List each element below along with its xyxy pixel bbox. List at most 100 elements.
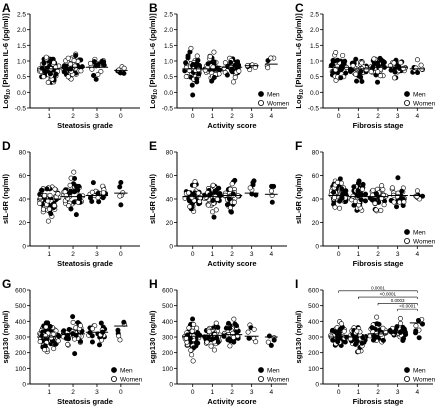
data-point xyxy=(65,74,71,80)
x-tick-label: 1 xyxy=(211,113,215,120)
legend-marker-men xyxy=(258,367,264,373)
data-point xyxy=(339,186,345,192)
x-tick-label: 2 xyxy=(376,251,380,258)
data-point xyxy=(118,202,124,208)
data-point xyxy=(73,53,79,59)
data-point xyxy=(401,199,407,205)
y-tick-label: 40 xyxy=(166,197,174,204)
data-point xyxy=(231,316,237,322)
data-point xyxy=(401,336,407,342)
data-point xyxy=(189,352,195,358)
panel-a: A -0.5 0.0 0.5 1.0 1.5 2.0 2.5 1 2 3 0 Steatosis gra… xyxy=(1,1,140,130)
x-tick-label: 1 xyxy=(47,389,51,396)
data-point xyxy=(39,65,45,71)
data-point xyxy=(233,323,239,329)
data-point xyxy=(65,341,71,347)
y-tick-label: 0.0 xyxy=(17,90,26,97)
data-point xyxy=(414,188,420,194)
data-point xyxy=(391,199,397,205)
data-point xyxy=(271,337,277,343)
x-tick-label: 3 xyxy=(250,113,254,120)
legend-marker-women xyxy=(257,100,264,107)
data-point xyxy=(47,71,53,77)
data-point xyxy=(41,60,47,66)
x-tick-label: 2 xyxy=(376,389,380,396)
y-axis-label: sgp130 (ng/ml) xyxy=(1,310,10,363)
data-point xyxy=(354,328,360,334)
data-point xyxy=(265,65,271,71)
x-tick-label: 3 xyxy=(95,389,99,396)
y-tick-label: -0.5 xyxy=(15,106,27,113)
data-point xyxy=(100,190,106,196)
data-point xyxy=(369,325,375,331)
data-point xyxy=(394,204,400,210)
y-tick-label: 300 xyxy=(162,335,173,342)
data-point xyxy=(269,199,275,205)
y-tick-label: 2.0 xyxy=(17,27,26,34)
data-point xyxy=(65,55,71,61)
data-point xyxy=(117,70,123,76)
data-point xyxy=(214,196,220,202)
data-point xyxy=(183,60,189,66)
data-point xyxy=(230,191,236,197)
x-tick-label: 0 xyxy=(119,251,123,258)
data-point xyxy=(43,320,49,326)
data-point xyxy=(71,57,77,63)
data-point xyxy=(414,57,420,63)
data-point xyxy=(48,211,54,217)
data-point xyxy=(72,188,78,194)
data-point xyxy=(45,218,51,224)
data-point xyxy=(55,191,61,197)
y-tick-label: 80 xyxy=(19,150,27,157)
y-tick-label: 600 xyxy=(15,288,26,295)
x-axis-label: Activity score xyxy=(207,397,256,406)
data-point xyxy=(44,186,50,192)
data-point xyxy=(77,338,83,344)
data-point xyxy=(269,183,275,189)
data-point xyxy=(359,78,365,84)
data-point xyxy=(353,56,359,62)
panel-d: D 0 20 40 60 80 1 2 3 0 Steatosis grade sIL-6R (ng/… xyxy=(1,139,140,268)
data-point xyxy=(37,339,43,345)
data-point xyxy=(211,49,217,55)
legend-marker-men xyxy=(404,91,410,97)
data-point xyxy=(71,169,77,175)
panel-g: G 0 100 200 300 400 500 600 1 2 3 0 Steatosis grade s… xyxy=(1,277,143,406)
data-point xyxy=(47,323,53,329)
y-tick-label: 60 xyxy=(19,173,27,180)
data-point xyxy=(213,320,219,326)
y-tick-label: 400 xyxy=(308,319,319,326)
legend-label-women: Women xyxy=(267,376,290,383)
x-axis-label: Steatosis grade xyxy=(57,121,113,130)
x-axis-label: Activity score xyxy=(207,259,256,268)
data-point xyxy=(210,209,216,215)
x-tick-label: 4 xyxy=(415,389,419,396)
data-point xyxy=(228,60,234,66)
data-point xyxy=(205,335,211,341)
y-tick-label: 400 xyxy=(162,319,173,326)
y-tick-label: 0.5 xyxy=(310,74,319,81)
y-tick-label: 1.5 xyxy=(17,43,26,50)
x-tick-label: 3 xyxy=(250,251,254,258)
data-point xyxy=(95,195,101,201)
data-point xyxy=(78,68,84,74)
data-point xyxy=(231,199,237,205)
legend-label-women: Women xyxy=(413,376,436,383)
data-point xyxy=(72,175,78,181)
panel-letter: I xyxy=(295,277,298,291)
y-tick-label: 300 xyxy=(15,335,26,342)
data-point xyxy=(413,65,419,71)
data-point xyxy=(40,206,46,212)
data-point xyxy=(332,204,338,210)
legend-label-men: Men xyxy=(120,367,133,374)
panel-e: E 0 20 40 60 80 0 1 2 3 4 Activity score sIL-6R (ng/… xyxy=(148,139,287,268)
data-point xyxy=(265,339,271,345)
data-point xyxy=(47,192,53,198)
data-point xyxy=(79,64,85,70)
data-point xyxy=(67,61,73,67)
y-tick-label: 40 xyxy=(312,197,320,204)
x-tick-label: 3 xyxy=(396,113,400,120)
data-point xyxy=(227,343,233,349)
y-tick-label: 0.0 xyxy=(164,90,173,97)
data-point xyxy=(186,198,192,204)
